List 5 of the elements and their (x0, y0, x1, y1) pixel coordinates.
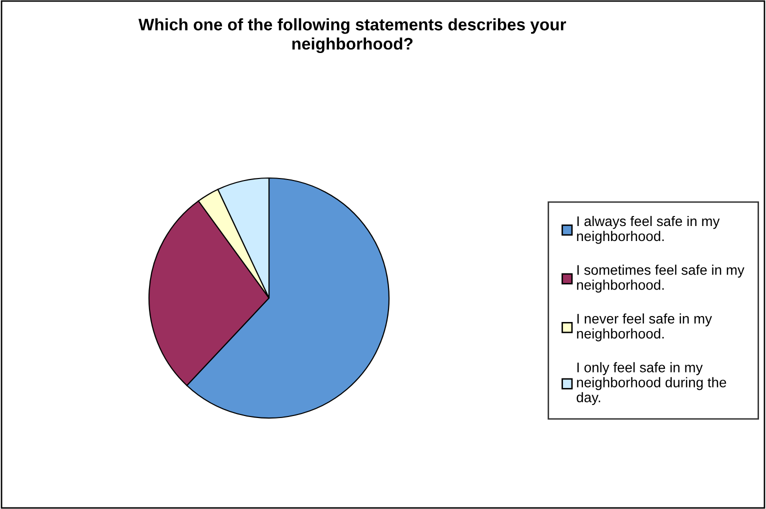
legend-label: I never feel safe in my neighborhood. (577, 313, 712, 342)
legend-label: I only feel safe in my neighborhood during the day. (576, 362, 726, 406)
chart-title: Which one of the following statements describes your neighborhood? (138, 18, 566, 54)
legend-label: I always feel safe in my neighborhood. (577, 216, 720, 244)
legend-label: I sometimes feel safe in my neighborhood. (577, 264, 744, 293)
